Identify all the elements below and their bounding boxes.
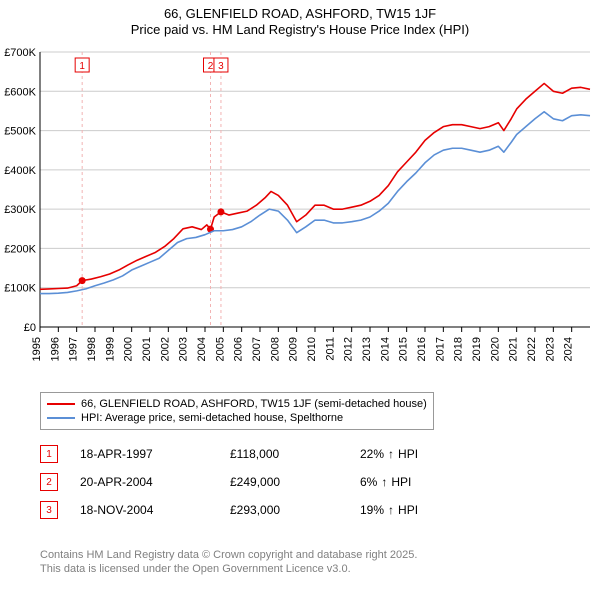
svg-text:2003: 2003	[178, 337, 190, 361]
svg-text:2002: 2002	[159, 337, 171, 361]
sale-marker-box: 1	[40, 445, 58, 463]
svg-text:2008: 2008	[269, 337, 281, 361]
svg-text:2020: 2020	[489, 337, 501, 361]
arrow-up-icon: ↑	[381, 475, 387, 489]
svg-text:2021: 2021	[508, 337, 520, 361]
svg-text:£600K: £600K	[4, 86, 36, 98]
legend-label: HPI: Average price, semi-detached house,…	[81, 411, 343, 425]
svg-text:2: 2	[208, 61, 214, 72]
legend-item: HPI: Average price, semi-detached house,…	[47, 411, 427, 425]
sale-vs-hpi: 19% ↑ HPI	[360, 503, 480, 517]
table-row: 3 18-NOV-2004 £293,000 19% ↑ HPI	[40, 496, 480, 524]
sale-price: £118,000	[230, 447, 360, 461]
svg-text:1997: 1997	[68, 337, 80, 361]
attribution-line: Contains HM Land Registry data © Crown c…	[40, 548, 417, 562]
sale-date: 18-NOV-2004	[80, 503, 230, 517]
svg-text:2007: 2007	[251, 337, 263, 361]
svg-text:1: 1	[79, 61, 85, 72]
svg-text:2016: 2016	[416, 337, 428, 361]
svg-text:2019: 2019	[471, 337, 483, 361]
attribution-line: This data is licensed under the Open Gov…	[40, 562, 417, 576]
svg-text:£100K: £100K	[4, 283, 36, 295]
svg-text:2000: 2000	[123, 337, 135, 361]
svg-text:1999: 1999	[104, 337, 116, 361]
legend: 66, GLENFIELD ROAD, ASHFORD, TW15 1JF (s…	[40, 392, 434, 430]
sale-vs-hpi: 6% ↑ HPI	[360, 475, 480, 489]
sale-date: 18-APR-1997	[80, 447, 230, 461]
sale-marker-box: 3	[40, 501, 58, 519]
chart-area: £0 £100K £200K £300K £400K £500K £600K £700K 199…	[0, 42, 600, 382]
svg-text:1998: 1998	[86, 337, 98, 361]
svg-text:3: 3	[218, 61, 224, 72]
svg-text:2001: 2001	[141, 337, 153, 361]
legend-swatch	[47, 403, 75, 405]
svg-text:2018: 2018	[453, 337, 465, 361]
svg-text:£700K: £700K	[4, 47, 36, 59]
svg-text:£400K: £400K	[4, 165, 36, 177]
chart-titles: 66, GLENFIELD ROAD, ASHFORD, TW15 1JF Pr…	[0, 0, 600, 37]
svg-text:2006: 2006	[233, 337, 245, 361]
svg-text:2011: 2011	[324, 337, 336, 361]
table-row: 1 18-APR-1997 £118,000 22% ↑ HPI	[40, 440, 480, 468]
svg-text:2014: 2014	[379, 337, 391, 361]
title-line-1: 66, GLENFIELD ROAD, ASHFORD, TW15 1JF	[0, 6, 600, 21]
svg-text:1995: 1995	[31, 337, 43, 361]
svg-text:£200K: £200K	[4, 243, 36, 255]
svg-text:£0: £0	[24, 322, 36, 334]
svg-text:1996: 1996	[49, 337, 61, 361]
svg-text:2022: 2022	[526, 337, 538, 361]
svg-text:2024: 2024	[563, 337, 575, 361]
sale-date: 20-APR-2004	[80, 475, 230, 489]
chart-svg: £0 £100K £200K £300K £400K £500K £600K £700K 199…	[0, 42, 600, 382]
table-row: 2 20-APR-2004 £249,000 6% ↑ HPI	[40, 468, 480, 496]
arrow-up-icon: ↑	[388, 503, 394, 517]
svg-text:2017: 2017	[434, 337, 446, 361]
legend-label: 66, GLENFIELD ROAD, ASHFORD, TW15 1JF (s…	[81, 397, 427, 411]
sale-price: £293,000	[230, 503, 360, 517]
svg-text:£300K: £300K	[4, 204, 36, 216]
svg-text:2013: 2013	[361, 337, 373, 361]
sales-table: 1 18-APR-1997 £118,000 22% ↑ HPI 2 20-AP…	[40, 440, 480, 524]
svg-text:2010: 2010	[306, 337, 318, 361]
sale-price: £249,000	[230, 475, 360, 489]
svg-text:2015: 2015	[398, 337, 410, 361]
attribution: Contains HM Land Registry data © Crown c…	[40, 548, 417, 576]
svg-text:2005: 2005	[214, 337, 226, 361]
title-line-2: Price paid vs. HM Land Registry's House …	[0, 22, 600, 37]
arrow-up-icon: ↑	[388, 447, 394, 461]
svg-text:2012: 2012	[343, 337, 355, 361]
legend-swatch	[47, 417, 75, 419]
svg-text:£500K: £500K	[4, 126, 36, 138]
sale-vs-hpi: 22% ↑ HPI	[360, 447, 480, 461]
svg-text:2009: 2009	[288, 337, 300, 361]
sale-marker-box: 2	[40, 473, 58, 491]
svg-text:2023: 2023	[544, 337, 556, 361]
svg-text:2004: 2004	[196, 337, 208, 361]
legend-item: 66, GLENFIELD ROAD, ASHFORD, TW15 1JF (s…	[47, 397, 427, 411]
